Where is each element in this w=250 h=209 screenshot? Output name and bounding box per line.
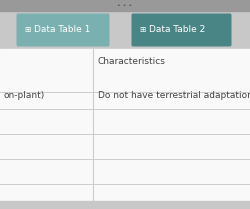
Text: ⊞: ⊞ bbox=[139, 25, 145, 34]
Text: Data Table 1: Data Table 1 bbox=[34, 25, 90, 34]
FancyBboxPatch shape bbox=[132, 14, 232, 46]
Bar bbox=[0, 49, 250, 201]
Text: ⊞: ⊞ bbox=[24, 25, 30, 34]
Bar bbox=[0, 0, 250, 11]
Text: Data Table 2: Data Table 2 bbox=[149, 25, 205, 34]
Text: Do not have terrestrial adaptations: Do not have terrestrial adaptations bbox=[98, 90, 250, 99]
Text: Characteristics: Characteristics bbox=[98, 57, 166, 66]
Bar bbox=[0, 11, 250, 49]
Bar bbox=[0, 201, 250, 209]
FancyBboxPatch shape bbox=[16, 14, 110, 46]
Text: • • •: • • • bbox=[118, 3, 132, 8]
Text: on-plant): on-plant) bbox=[3, 90, 44, 99]
